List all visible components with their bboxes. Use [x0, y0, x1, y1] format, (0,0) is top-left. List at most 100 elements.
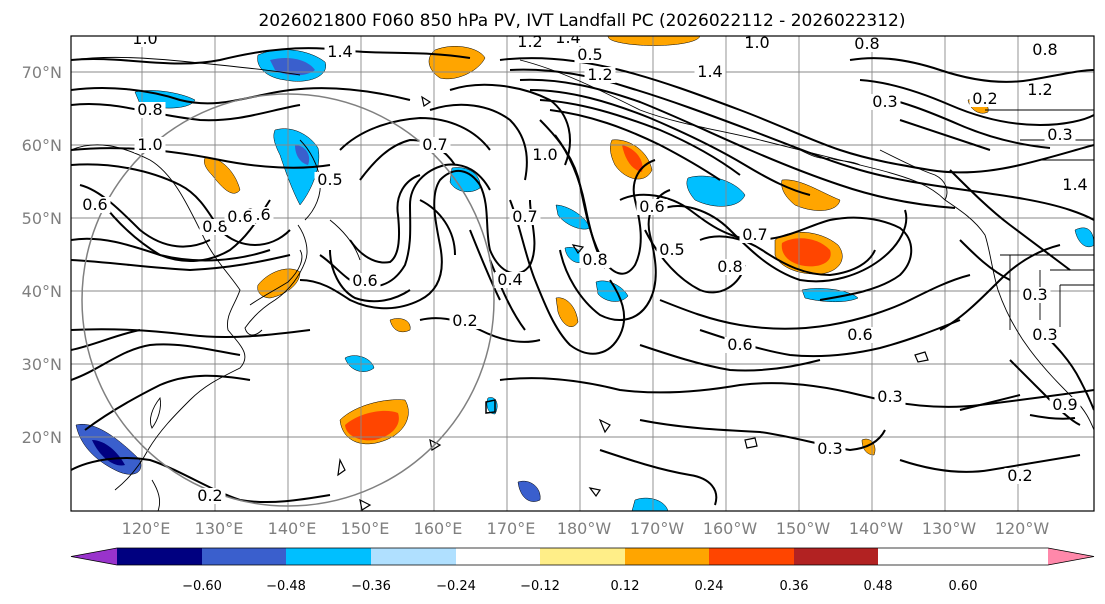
contour-label: 0.7	[742, 225, 767, 244]
contour-label: 1.4	[555, 28, 580, 47]
lon-labels: 120°E 130°E 140°E 150°E 160°E 170°E 180°…	[122, 519, 1050, 538]
contour-label-bg	[1059, 177, 1091, 193]
colorbar-tick-label: −0.12	[520, 579, 560, 594]
contour-label: 0.2	[1007, 466, 1032, 485]
colorbar-tick-label: −0.60	[182, 579, 222, 594]
contour-label-bg	[129, 36, 161, 47]
contour-label: 0.7	[512, 207, 537, 226]
contour-label-bg	[419, 137, 451, 153]
contour-label: 0.8	[202, 217, 227, 236]
contour-label-bg	[724, 337, 756, 353]
contour-label-bg	[656, 242, 688, 258]
lat-label: 20°N	[22, 428, 62, 447]
contour-label-bg	[224, 209, 256, 225]
colorbar-segment	[202, 548, 286, 565]
contour-label: 0.6	[352, 271, 377, 290]
contour-label: 0.2	[972, 89, 997, 108]
contour-label: 0.5	[577, 45, 602, 64]
lon-label: 160°E	[414, 519, 463, 538]
map-frame	[70, 35, 1095, 512]
colorbar-tick-label: 0.36	[780, 579, 809, 594]
contour-label: 0.7	[422, 135, 447, 154]
contour-label: 0.8	[854, 34, 879, 53]
small-features	[337, 95, 929, 511]
contour-label: 0.3	[872, 92, 897, 111]
contour-label-bg	[579, 252, 611, 268]
colorbar-segments	[70, 547, 1095, 566]
contour-label-bg	[851, 36, 883, 52]
contour-label: 0.2	[452, 311, 477, 330]
colorbar-ticks: −0.60 −0.48 −0.36 −0.24 −0.12 0.12 0.24 …	[182, 579, 977, 594]
contour-label-bg	[844, 327, 876, 343]
contour-label-bg	[869, 94, 901, 110]
contour-label: 0.9	[1052, 395, 1077, 414]
contour-label-bg	[449, 313, 481, 329]
colorbar-outline	[70, 547, 1095, 566]
contour-label-bg	[324, 44, 356, 60]
contour-label-bg	[552, 36, 584, 46]
colorbar-tick-label: −0.36	[351, 579, 391, 594]
contour-label-bg	[1019, 287, 1051, 303]
contour-label-bg	[199, 219, 231, 235]
contour-label: 0.6	[639, 197, 664, 216]
contour-label: 0.6	[727, 335, 752, 354]
lat-label: 70°N	[22, 63, 62, 82]
contour-label-bg	[514, 36, 546, 50]
contour-label-bg	[1049, 397, 1081, 413]
colorbar-segment	[456, 548, 540, 565]
contour-label-bg	[529, 147, 561, 163]
contour-label: 0.6	[227, 207, 252, 226]
contour-label: 1.2	[517, 32, 542, 51]
colorbar: −0.60 −0.48 −0.36 −0.24 −0.12 0.12 0.24 …	[70, 547, 1095, 594]
contour-label-bg	[739, 227, 771, 243]
contour-label: 0.8	[1032, 40, 1057, 59]
contour-label: 0.8	[717, 257, 742, 276]
lon-label: 150°E	[341, 519, 390, 538]
contour-label: 0.3	[877, 387, 902, 406]
colorbar-segment	[117, 548, 202, 565]
colorbar-segment	[794, 548, 878, 565]
contour-label: 0.8	[582, 250, 607, 269]
lon-label: 120°W	[995, 519, 1050, 538]
contour-label: 0.6	[82, 195, 107, 214]
contour-label: 0.6	[847, 325, 872, 344]
contour-label-bg	[134, 137, 166, 153]
contour-label-bg	[874, 389, 906, 405]
contour-label: 1.4	[327, 42, 352, 61]
contour-label-bg	[79, 197, 111, 213]
contour-label-bg	[814, 441, 846, 457]
contour-label-bg	[134, 102, 166, 118]
contour-label-bg	[584, 67, 616, 83]
contour-label-bg	[694, 64, 726, 80]
lat-label: 30°N	[22, 355, 62, 374]
lon-label: 150°W	[776, 519, 831, 538]
colorbar-tick-label: −0.48	[266, 579, 306, 594]
contour-label: 1.2	[587, 65, 612, 84]
contour-label: 0.3	[1022, 285, 1047, 304]
colorbar-segment	[540, 548, 625, 565]
map-area: 1.01.41.2 1.4 1.0 0.80.80.61.00.80.60.50.70…	[71, 28, 1094, 511]
colorbar-extend-max	[1048, 548, 1094, 565]
colorbar-segment	[286, 548, 371, 565]
contour-label: 0.5	[317, 170, 342, 189]
graticule	[71, 36, 1094, 511]
lon-label: 170°E	[487, 519, 536, 538]
contour-label-bg	[1029, 42, 1061, 58]
lon-label: 180°W	[557, 519, 612, 538]
lat-label: 60°N	[22, 136, 62, 155]
lon-label: 130°W	[922, 519, 977, 538]
contour-label: 1.0	[137, 135, 162, 154]
colorbar-segment	[709, 548, 794, 565]
contour-label: 0.5	[659, 240, 684, 259]
lon-label: 130°E	[195, 519, 244, 538]
map-title: 2026021800 F060 850 hPa PV, IVT Landfall…	[258, 11, 905, 31]
colorbar-segment	[371, 548, 456, 565]
contour-label-bg	[636, 199, 668, 215]
lon-label: 140°W	[849, 519, 904, 538]
contour-label-bg	[1004, 468, 1036, 484]
colorbar-tick-label: 0.60	[949, 579, 978, 594]
contour-labels: 1.01.41.2 1.4 1.0 0.80.80.61.00.80.60.50.70…	[79, 28, 1091, 505]
contour-label-bg	[509, 209, 541, 225]
contour-label: 1.0	[532, 145, 557, 164]
